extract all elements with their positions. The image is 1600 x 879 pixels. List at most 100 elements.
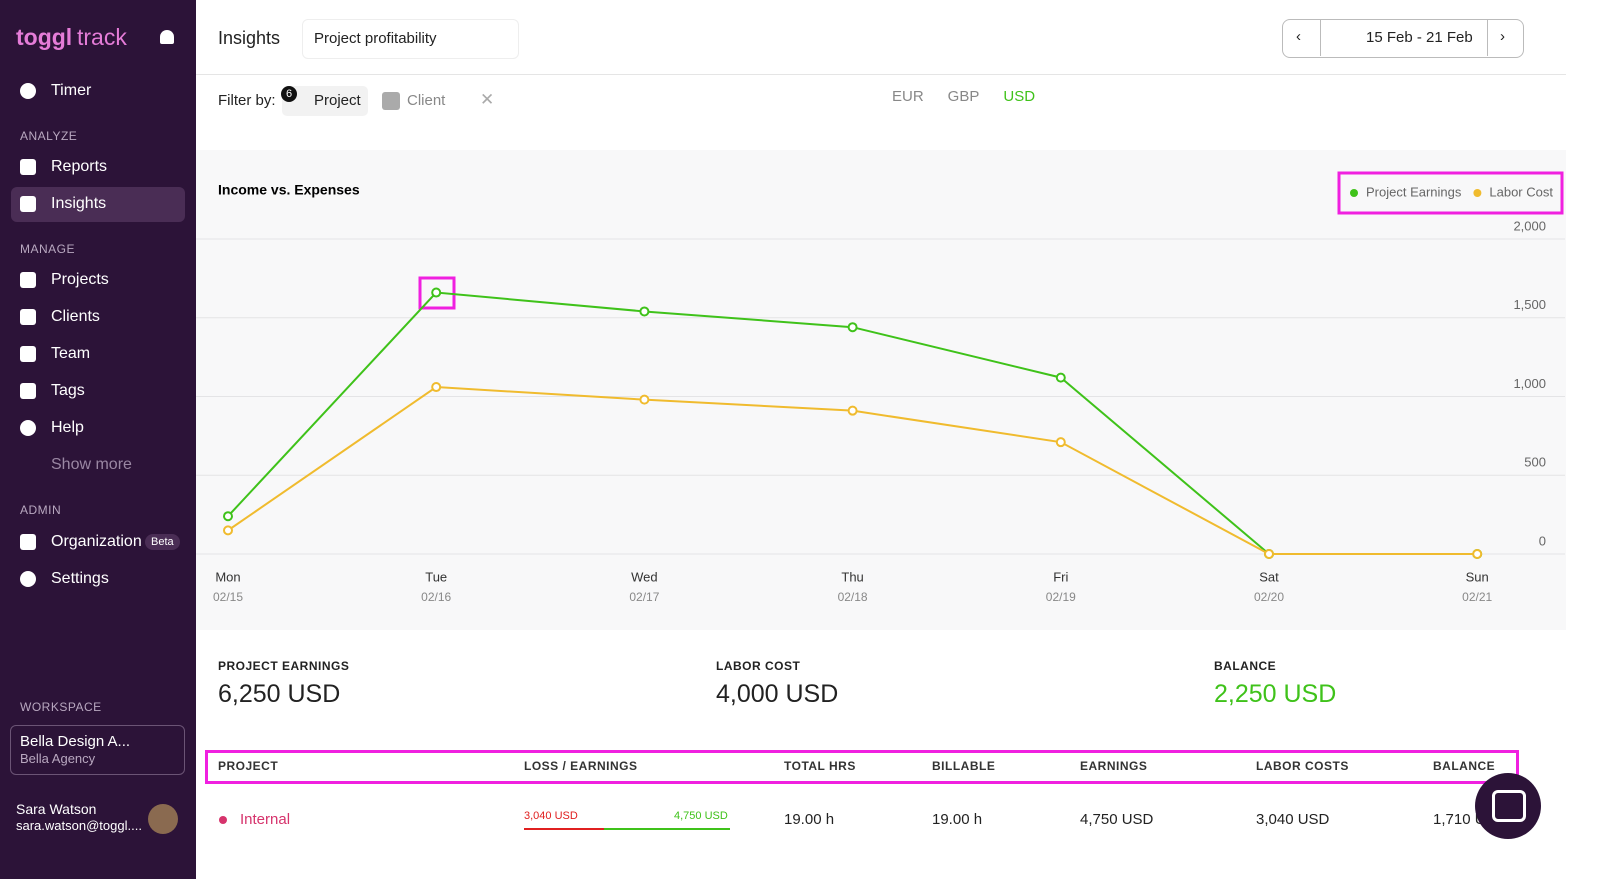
- icon: [20, 420, 36, 436]
- point: [223, 511, 233, 522]
- x-tick-sublabel: 02/18: [838, 590, 868, 604]
- prev-button[interactable]: ‹: [1296, 28, 1301, 45]
- legend-swatch: [1473, 189, 1482, 197]
- x-tick-label: Mon: [215, 569, 240, 584]
- filter-count: 6: [281, 86, 297, 102]
- chart: Income vs. Expenses 0 500 1,000 1,500 2,000 M…: [196, 171, 1565, 604]
- filter-label: Filter by:: [218, 92, 276, 109]
- nav-item[interactable]: Timer: [51, 82, 92, 99]
- cell: 19.00 h: [932, 811, 983, 828]
- project-name[interactable]: Internal: [240, 811, 291, 828]
- nav-item[interactable]: Tags: [51, 382, 85, 399]
- column-header[interactable]: BILLABLE: [932, 759, 996, 773]
- currency[interactable]: USD: [1003, 88, 1036, 105]
- nav-item[interactable]: Organization: [51, 533, 142, 550]
- nav-item[interactable]: Team: [51, 345, 91, 362]
- icon: [20, 383, 36, 399]
- x-tick-label: Sat: [1259, 569, 1279, 584]
- icon: [20, 83, 36, 99]
- page-title: Insights: [218, 28, 281, 48]
- x-tick-label: Wed: [631, 569, 658, 584]
- nav-item[interactable]: Reports: [51, 158, 108, 175]
- currency-switch: EUR GBP USD: [892, 88, 1035, 105]
- workspace-org: Bella Agency: [20, 751, 96, 766]
- next-button[interactable]: ›: [1500, 28, 1505, 45]
- y-tick-label: 2,000: [1513, 218, 1546, 233]
- nav-item[interactable]: Help: [51, 419, 84, 436]
- logo: track: [77, 24, 127, 50]
- legend-label: Labor Cost: [1489, 184, 1553, 199]
- column-header[interactable]: LABOR COSTS: [1256, 759, 1349, 773]
- summary-value: 4,000 USD: [716, 680, 839, 708]
- cell: 3,040 USD: [1256, 811, 1330, 828]
- column-header[interactable]: PROJECT: [218, 759, 279, 773]
- summary-label: PROJECT EARNINGS: [218, 659, 350, 673]
- filter-client[interactable]: Client: [407, 92, 446, 109]
- column-header[interactable]: BALANCE: [1433, 759, 1496, 773]
- point: [1055, 437, 1066, 448]
- point: [431, 287, 442, 298]
- active-highlight: [11, 187, 185, 222]
- bell-icon[interactable]: [160, 30, 174, 44]
- cell: 19.00 h: [784, 811, 835, 828]
- point: [223, 525, 233, 536]
- report-name: Project profitability: [314, 30, 437, 47]
- icon: [20, 196, 36, 212]
- workspace-box[interactable]: [10, 725, 185, 775]
- user-name: Sara Watson: [16, 801, 97, 817]
- filter-project: Project: [314, 92, 361, 109]
- icon: [20, 346, 36, 362]
- column-header[interactable]: TOTAL HRS: [784, 759, 856, 773]
- x-tick-sublabel: 02/21: [1462, 590, 1492, 604]
- summary-value: 6,250 USD: [218, 680, 341, 708]
- project-dot: [219, 816, 227, 824]
- x-tick-label: Thu: [841, 569, 863, 584]
- legend-label: Project Earnings: [1366, 184, 1462, 199]
- highlight-box: [1337, 171, 1564, 215]
- point: [639, 306, 650, 317]
- date-divider: [1320, 19, 1488, 56]
- section-title: ADMIN: [20, 503, 62, 517]
- point: [847, 322, 858, 333]
- point: [431, 382, 442, 393]
- badge: Beta: [145, 534, 180, 550]
- column-header[interactable]: LOSS / EARNINGS: [524, 759, 638, 773]
- icon: [20, 159, 36, 175]
- date-range: 15 Feb - 21 Feb: [1366, 29, 1473, 46]
- earnings-bar: [604, 828, 730, 830]
- logo: toggl: [16, 24, 73, 50]
- nav-item[interactable]: Settings: [51, 570, 109, 587]
- earnings-label: 4,750 USD: [674, 810, 728, 822]
- x-tick-label: Tue: [425, 569, 447, 584]
- point: [847, 405, 858, 416]
- chat-icon: [1492, 790, 1526, 822]
- currency[interactable]: EUR: [892, 88, 924, 105]
- y-tick-label: 1,500: [1513, 297, 1546, 312]
- y-tick-label: 0: [1539, 533, 1546, 548]
- point: [1264, 549, 1274, 559]
- chart-title: Income vs. Expenses: [218, 182, 360, 198]
- currency[interactable]: GBP: [947, 88, 980, 105]
- date-picker[interactable]: [1282, 19, 1524, 58]
- highlight-box: [418, 276, 456, 310]
- icon: [20, 309, 36, 325]
- summary-label: BALANCE: [1214, 659, 1277, 673]
- show-more[interactable]: Show more: [51, 456, 132, 473]
- chat-button[interactable]: [1475, 773, 1541, 839]
- nav-item[interactable]: Projects: [51, 271, 109, 288]
- report-dropdown[interactable]: [302, 19, 519, 59]
- nav-item[interactable]: Insights: [51, 195, 107, 212]
- sidebar: toggl track Timer ANALYZE Reports Insigh…: [0, 0, 196, 879]
- column-header[interactable]: EARNINGS: [1080, 759, 1148, 773]
- avatar[interactable]: [148, 804, 178, 834]
- icon: [20, 272, 36, 288]
- summary-value: 2,250 USD: [1214, 680, 1337, 708]
- clear-filter[interactable]: ✕: [480, 90, 495, 109]
- y-tick-label: 1,000: [1513, 376, 1546, 391]
- chart-panel: [196, 150, 1566, 630]
- legend-swatch: [1350, 189, 1358, 197]
- client-icon: [382, 92, 400, 110]
- x-tick-sublabel: 02/19: [1046, 590, 1076, 604]
- loss-bar: [524, 828, 604, 830]
- nav-item[interactable]: Clients: [51, 308, 100, 325]
